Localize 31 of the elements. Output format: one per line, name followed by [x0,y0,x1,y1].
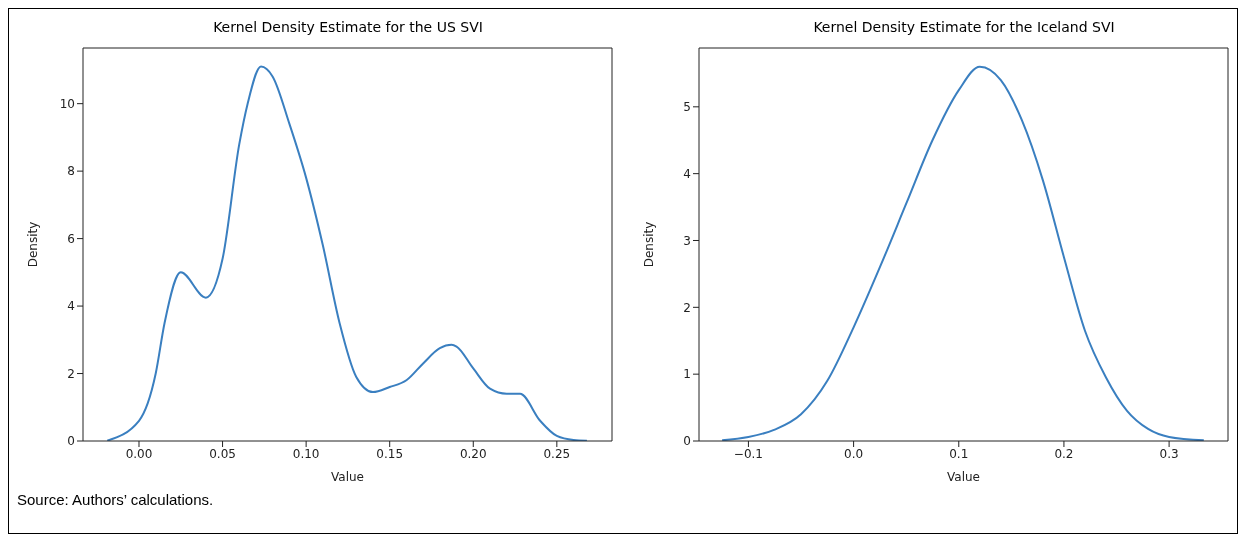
x-tick-label: −0.1 [733,446,763,461]
y-tick-label: 0 [683,434,691,449]
y-axis-title: Density [642,221,657,268]
y-tick-label: 6 [67,231,75,246]
y-tick-label: 5 [683,100,691,115]
source-note: Source: Authors’ calculations. [17,491,215,508]
y-tick-label: 2 [67,366,75,381]
y-tick-label: 10 [59,96,75,111]
x-tick-label: 0.1 [949,446,969,461]
y-axis-title: Density [26,221,41,268]
x-tick-label: 0.0 [844,446,864,461]
y-tick-label: 8 [67,164,75,179]
y-tick-label: 0 [67,434,75,449]
x-tick-label: 0.2 [1054,446,1074,461]
chart-title: Kernel Density Estimate for the US SVI [212,19,484,37]
y-tick-label: 4 [683,166,691,181]
x-tick-label: 0.00 [125,446,153,461]
x-tick-label: 0.20 [459,446,487,461]
y-tick-label: 4 [67,299,75,314]
x-axis-title: Value [947,470,980,484]
x-tick-label: 0.05 [209,446,236,461]
x-tick-label: 0.25 [543,446,571,461]
y-tick-label: 3 [683,233,691,248]
y-tick-label: 1 [683,367,691,382]
y-tick-label: 2 [683,300,691,315]
chart-title: Kernel Density Estimate for the Iceland SVI [812,19,1116,37]
x-tick-label: 0.10 [292,446,320,461]
x-tick-label: 0.3 [1159,446,1179,461]
x-tick-label: 0.15 [376,446,404,461]
line-series [721,65,1205,441]
x-axis-title: Value [331,470,364,484]
